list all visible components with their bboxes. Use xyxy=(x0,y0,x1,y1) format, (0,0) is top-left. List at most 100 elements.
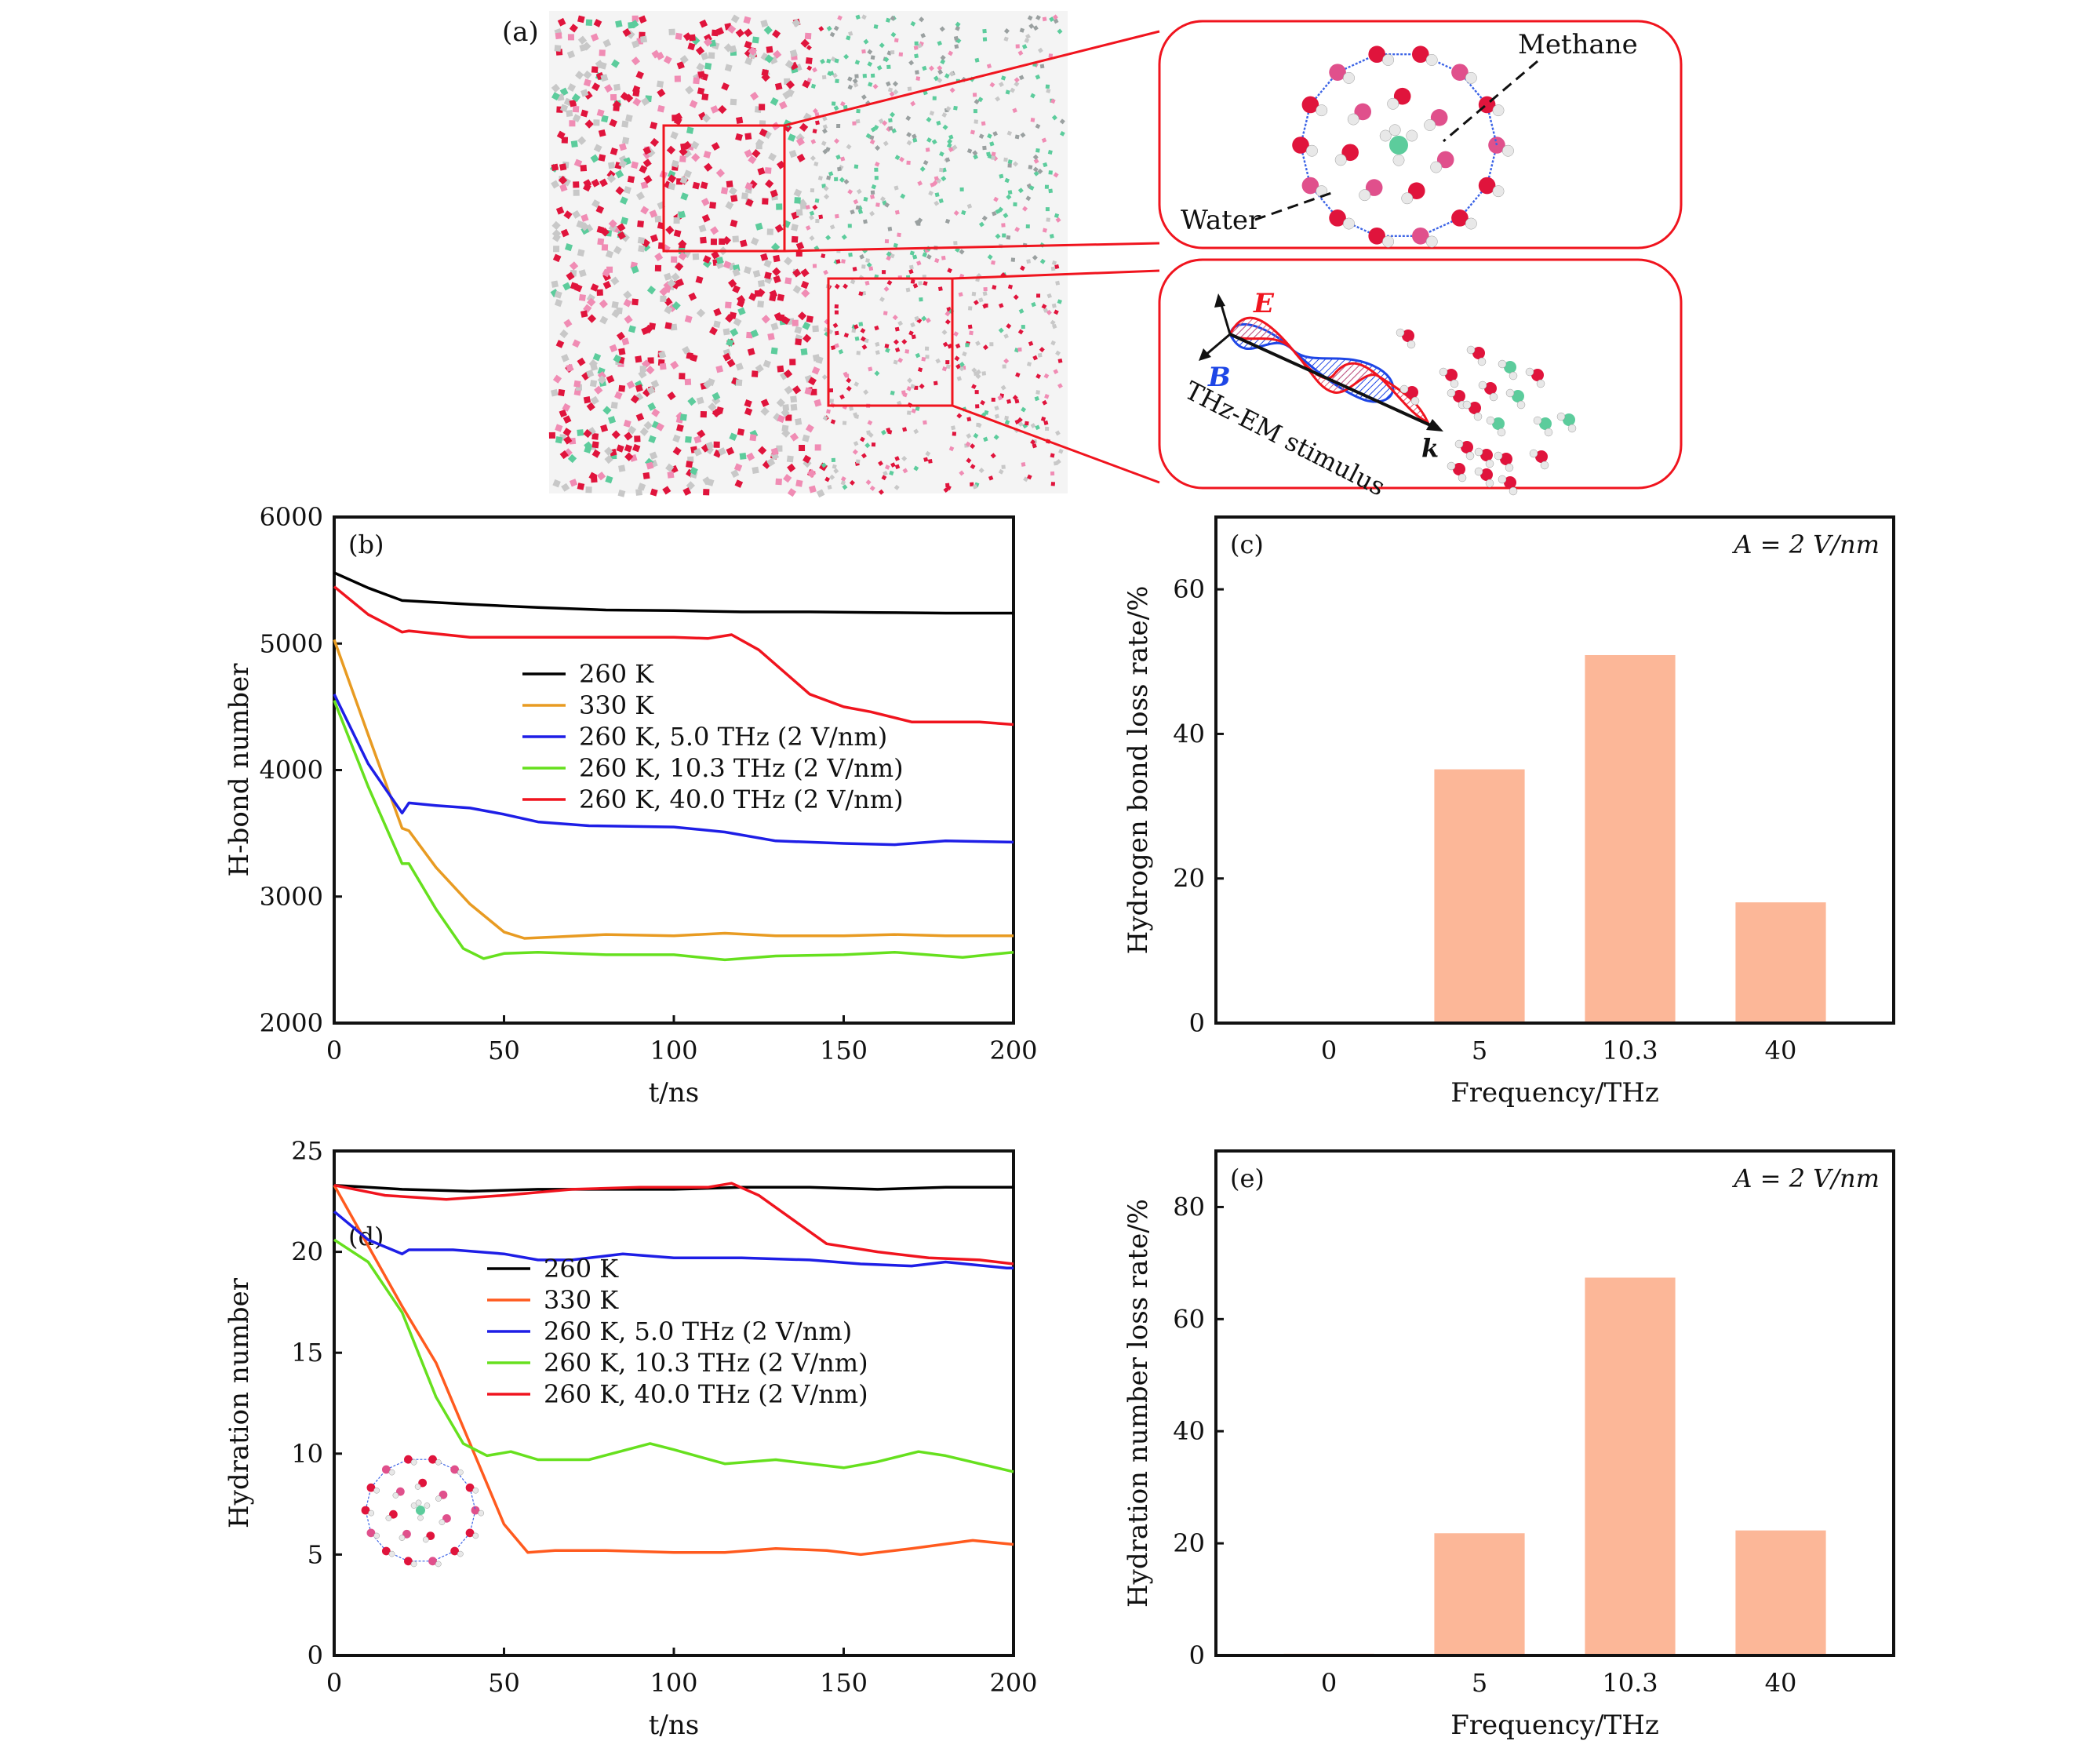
molecule-atom xyxy=(934,257,940,264)
molecule-atom xyxy=(761,315,770,324)
molecule-atom xyxy=(971,367,977,373)
molecule-atom xyxy=(915,70,919,75)
molecule-atom xyxy=(1053,369,1059,374)
molecule-atom xyxy=(883,56,890,63)
molecule-atom xyxy=(722,260,732,269)
molecule-atom xyxy=(1028,185,1035,191)
molecule-atom xyxy=(1004,177,1010,184)
molecule-atom xyxy=(569,261,579,271)
molecule-atom xyxy=(728,186,737,196)
molecule-atom xyxy=(907,377,913,384)
molecule-atom xyxy=(599,61,607,70)
molecule-atom xyxy=(563,210,573,220)
molecule-atom xyxy=(947,268,952,274)
molecule-atom xyxy=(666,145,676,155)
molecule-atom xyxy=(804,32,812,40)
molecule-atom xyxy=(631,298,639,306)
legend-entry: 260 K, 5.0 THz (2 V/nm) xyxy=(544,1317,852,1346)
molecule-atom xyxy=(853,324,859,330)
molecule-atom xyxy=(942,341,948,348)
molecule-atom xyxy=(559,184,568,192)
molecule-atom xyxy=(1022,206,1028,212)
molecule-atom xyxy=(721,82,730,91)
connector-line xyxy=(952,404,1160,484)
molecule-atom xyxy=(973,432,979,439)
molecule-atom xyxy=(865,133,872,139)
molecule-atom xyxy=(864,338,869,344)
molecule-atom xyxy=(974,390,979,395)
hydrogen-atom xyxy=(1316,104,1328,117)
hydrogen-atom xyxy=(1489,392,1498,402)
molecule-atom xyxy=(777,293,785,301)
molecule-atom xyxy=(726,180,733,188)
molecule-atom xyxy=(737,299,745,308)
oxygen-atom xyxy=(381,1546,391,1556)
oxygen-atom xyxy=(1341,144,1359,162)
y-tick-label: 0 xyxy=(1189,1008,1205,1038)
molecule-atom xyxy=(730,328,739,337)
molecule-atom xyxy=(675,278,685,287)
hydrogen-atom xyxy=(1359,189,1371,202)
hydrogen-atom xyxy=(1425,53,1438,66)
hydrogen-atom xyxy=(1462,400,1472,410)
molecule-atom xyxy=(663,55,672,64)
molecule-atom xyxy=(868,266,874,271)
molecule-atom xyxy=(599,49,606,56)
molecule-atom xyxy=(926,137,932,143)
hydrogen-bond xyxy=(1309,184,1338,219)
molecule-atom xyxy=(840,156,846,162)
molecule-atom xyxy=(822,148,828,155)
molecule-atom xyxy=(617,489,626,497)
molecule-atom xyxy=(591,199,600,208)
oxygen-atom xyxy=(1436,151,1454,169)
molecule-atom xyxy=(786,455,794,463)
molecule-atom xyxy=(794,197,801,204)
molecule-atom xyxy=(744,407,753,416)
molecule-atom xyxy=(865,479,872,486)
molecule-atom xyxy=(732,268,741,277)
molecule-atom xyxy=(869,135,875,140)
molecule-atom xyxy=(911,334,916,340)
molecule-atom xyxy=(1039,347,1045,353)
molecule-atom xyxy=(1047,150,1053,155)
bar xyxy=(1735,902,1826,1023)
molecule-atom xyxy=(599,178,608,188)
molecule-atom xyxy=(864,280,870,286)
molecule-atom xyxy=(1043,373,1050,379)
molecule-atom xyxy=(1003,28,1010,35)
molecule-atom xyxy=(550,388,559,397)
hydrogen-atom xyxy=(1556,412,1566,421)
molecule-atom xyxy=(596,225,605,234)
molecule-atom xyxy=(855,14,861,20)
molecule-atom xyxy=(859,254,864,260)
molecule-atom xyxy=(925,147,930,152)
molecule-atom xyxy=(822,115,828,122)
molecule-atom xyxy=(729,311,737,319)
molecule-atom xyxy=(842,484,848,490)
bar xyxy=(1585,1277,1676,1655)
molecule-atom xyxy=(1000,384,1006,391)
legend-entry: 260 K, 40.0 THz (2 V/nm) xyxy=(544,1379,868,1409)
molecule-atom xyxy=(912,137,918,143)
molecule-atom xyxy=(700,410,708,418)
molecule-atom xyxy=(883,140,889,147)
molecule-atom xyxy=(938,151,944,157)
hydrogen-atom xyxy=(1498,359,1507,369)
molecule-atom xyxy=(744,266,752,275)
molecule-atom xyxy=(554,45,562,52)
molecule-atom xyxy=(608,162,616,169)
molecule-atom xyxy=(956,376,963,381)
molecule-atom xyxy=(1030,117,1035,122)
molecule-atom xyxy=(826,25,832,31)
molecule-atom xyxy=(601,115,609,123)
molecule-atom xyxy=(709,326,718,336)
molecule-atom xyxy=(784,60,794,69)
molecule-atom xyxy=(551,280,559,288)
molecule-atom xyxy=(665,463,675,472)
molecule-atom xyxy=(984,303,988,308)
molecule-atom xyxy=(966,203,973,209)
molecule-atom xyxy=(908,60,915,66)
bar xyxy=(1434,1533,1525,1655)
molecule-atom xyxy=(897,357,904,363)
molecule-atom xyxy=(793,188,803,198)
